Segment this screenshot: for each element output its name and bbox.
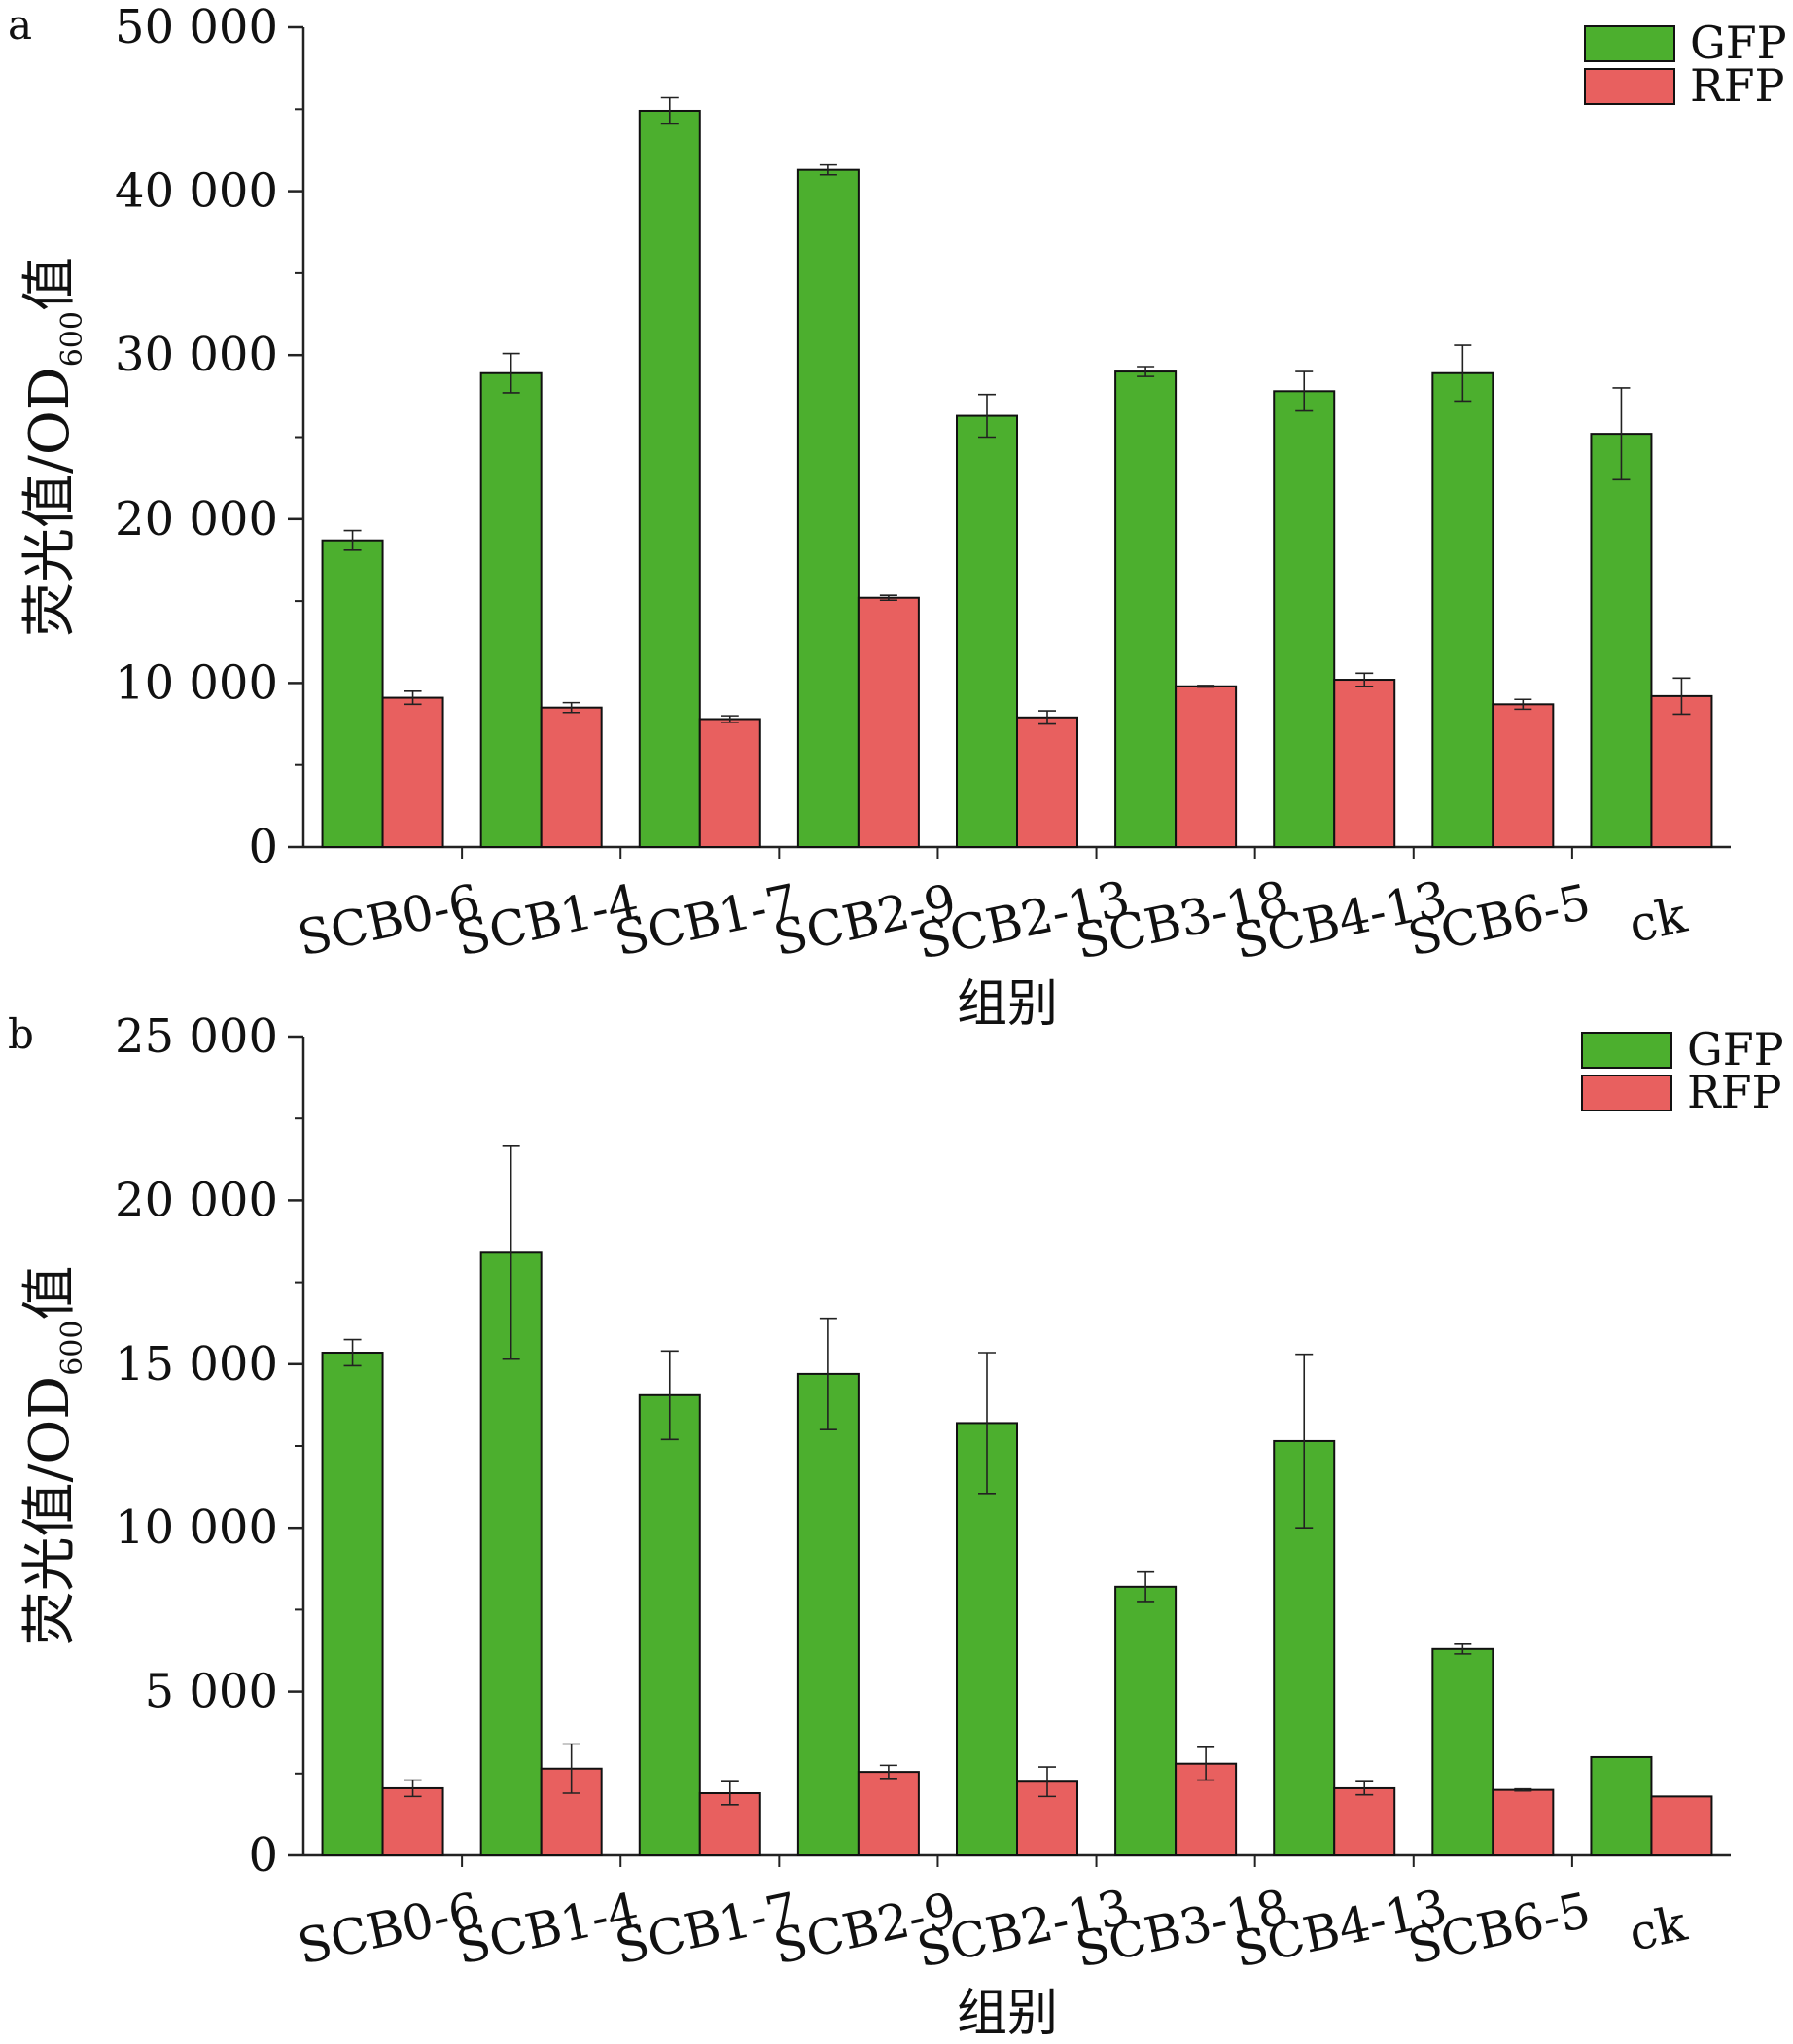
bar-rfp: [1650, 1795, 1713, 1856]
bar-rfp: [1492, 1788, 1555, 1857]
y-axis-title-main: 荧光值/OD: [18, 1376, 82, 1646]
bar-rfp: [1016, 716, 1078, 849]
panel-label: a: [8, 1, 32, 49]
legend-label-rfp: RFP: [1687, 1066, 1782, 1118]
bar-gfp: [1114, 1585, 1178, 1856]
bar-rfp: [381, 696, 444, 848]
y-axis-title-subscript: 600: [55, 1321, 89, 1376]
bar-gfp: [1114, 370, 1178, 848]
y-axis-title: 荧光值/OD600值: [18, 1266, 89, 1646]
bar-gfp: [1590, 433, 1653, 848]
bar-gfp: [956, 414, 1018, 848]
bar-gfp: [796, 1372, 860, 1857]
x-axis-title: 组别: [957, 975, 1058, 1034]
bar-gfp: [1273, 390, 1336, 848]
x-tick-label: ck: [1624, 887, 1692, 954]
y-axis-title-suffix: 值: [18, 257, 82, 311]
bar-rfp: [698, 718, 761, 848]
y-tick-label: 30 000: [115, 328, 278, 382]
bar-gfp: [638, 1393, 701, 1857]
y-tick-label: 0: [248, 820, 278, 874]
bar-rfp: [1333, 1786, 1396, 1857]
y-tick-label: 10 000: [115, 1500, 278, 1555]
y-axis-title-subscript: 600: [55, 311, 89, 367]
legend-swatch-gfp: [1584, 25, 1675, 62]
y-tick-label: 50 000: [115, 0, 278, 54]
bar-rfp: [1650, 694, 1713, 848]
legend-swatch-gfp: [1581, 1032, 1672, 1069]
bar-rfp: [1333, 679, 1396, 849]
bar-gfp: [1590, 1755, 1653, 1856]
y-tick-label: 15 000: [115, 1337, 278, 1392]
y-axis-title-main: 荧光值/OD: [18, 367, 82, 637]
x-axis-title: 组别: [957, 1985, 1058, 2043]
y-tick-label: 5 000: [145, 1665, 278, 1719]
bar-gfp: [479, 371, 543, 848]
bar-gfp: [638, 109, 701, 848]
y-axis-title: 荧光值/OD600值: [18, 257, 89, 637]
panel-label: b: [8, 1010, 34, 1058]
bar-rfp: [857, 1771, 920, 1856]
bar-rfp: [1175, 685, 1238, 848]
bar-rfp: [381, 1786, 444, 1857]
y-tick-label: 20 000: [115, 1173, 278, 1227]
bar-rfp: [857, 596, 920, 849]
y-tick-label: 10 000: [115, 655, 278, 710]
bar-gfp: [321, 539, 384, 849]
y-tick-label: 25 000: [115, 1009, 278, 1064]
y-axis-title-suffix: 值: [18, 1266, 82, 1321]
bar-gfp: [796, 168, 860, 848]
legend-swatch-rfp: [1584, 68, 1675, 105]
bar-gfp: [1431, 371, 1494, 848]
bar-rfp: [540, 706, 603, 848]
legend-swatch-rfp: [1581, 1075, 1672, 1111]
bar-gfp: [321, 1352, 384, 1856]
bar-gfp: [1431, 1647, 1494, 1857]
y-tick-label: 0: [248, 1828, 278, 1883]
y-tick-label: 40 000: [115, 164, 278, 219]
bar-rfp: [1492, 703, 1555, 848]
legend-label-gfp: GFP: [1690, 17, 1787, 69]
y-tick-label: 20 000: [115, 492, 278, 546]
legend-label-rfp: RFP: [1690, 59, 1785, 112]
x-tick-label: ck: [1624, 1895, 1692, 1962]
legend-label-gfp: GFP: [1687, 1023, 1784, 1075]
